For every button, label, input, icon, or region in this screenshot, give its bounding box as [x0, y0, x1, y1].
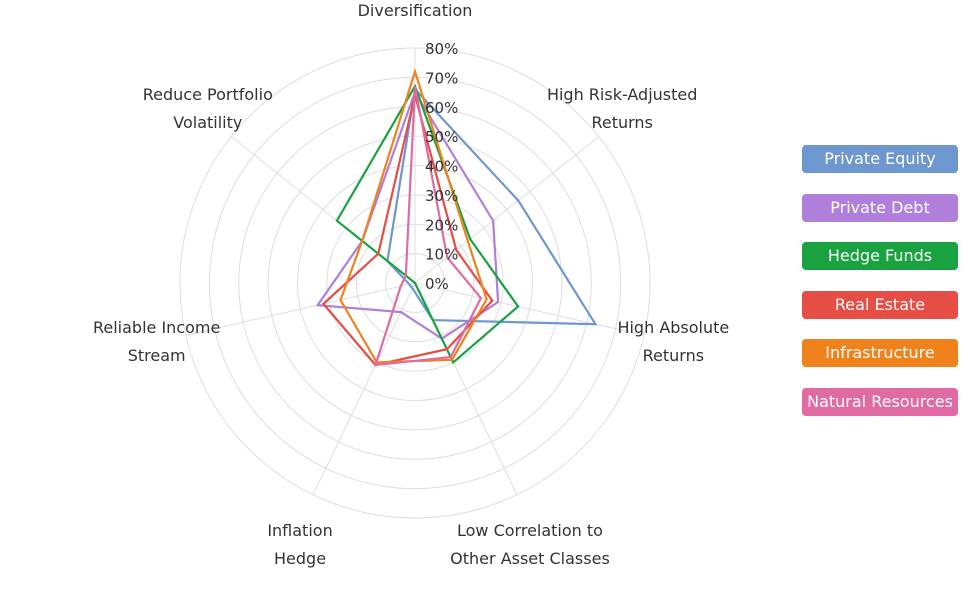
series-line-real-estate[interactable]: [321, 94, 494, 367]
legend-item-hedge-funds[interactable]: Hedge Funds: [802, 242, 958, 270]
axis-label: Reliable Income Stream: [93, 318, 220, 365]
axis-labels: Diversification High Risk-Adjusted Returns…: [93, 1, 729, 568]
radar-series: [315, 67, 598, 367]
axis-label: Diversification: [358, 1, 473, 20]
axis-label: High Absolute Returns: [617, 318, 729, 365]
grid-spoke: [414, 282, 645, 336]
axis-label: Inflation Hedge: [267, 521, 332, 568]
legend: Private Equity Private Debt Hedge Funds Rea…: [802, 145, 958, 436]
tick-label: 60%: [425, 99, 458, 117]
grid-spoke: [185, 282, 416, 336]
tick-label: 50%: [425, 128, 458, 146]
tick-label: 20%: [425, 216, 458, 234]
legend-item-natural-resources[interactable]: Natural Resources: [802, 387, 958, 416]
grid-spoke: [414, 136, 600, 284]
series-line-natural-resources[interactable]: [373, 85, 483, 367]
legend-item-private-equity[interactable]: Private Equity: [802, 145, 958, 173]
axis-label: Reduce Portfolio Volatility: [143, 85, 273, 132]
series-line-private-debt[interactable]: [315, 89, 500, 340]
tick-label: 80%: [425, 40, 458, 58]
legend-item-infrastructure[interactable]: Infrastructure: [802, 339, 958, 367]
axis-label: High Risk-Adjusted Returns: [547, 85, 697, 132]
tick-label: 70%: [425, 69, 458, 87]
tick-label: 30%: [425, 187, 458, 205]
axis-label: Low Correlation to Other Asset Classes: [450, 521, 610, 568]
tick-label: 0%: [425, 275, 449, 293]
grid-spoke: [312, 282, 416, 495]
legend-item-private-debt[interactable]: Private Debt: [802, 193, 958, 222]
tick-label: 40%: [425, 158, 458, 176]
legend-item-real-estate[interactable]: Real Estate: [802, 290, 958, 319]
radial-tick-labels: 0% 10% 20% 30% 40% 50% 60% 70% 80%: [425, 40, 458, 293]
series-line-hedge-funds[interactable]: [335, 83, 520, 365]
tick-label: 10%: [425, 246, 458, 264]
